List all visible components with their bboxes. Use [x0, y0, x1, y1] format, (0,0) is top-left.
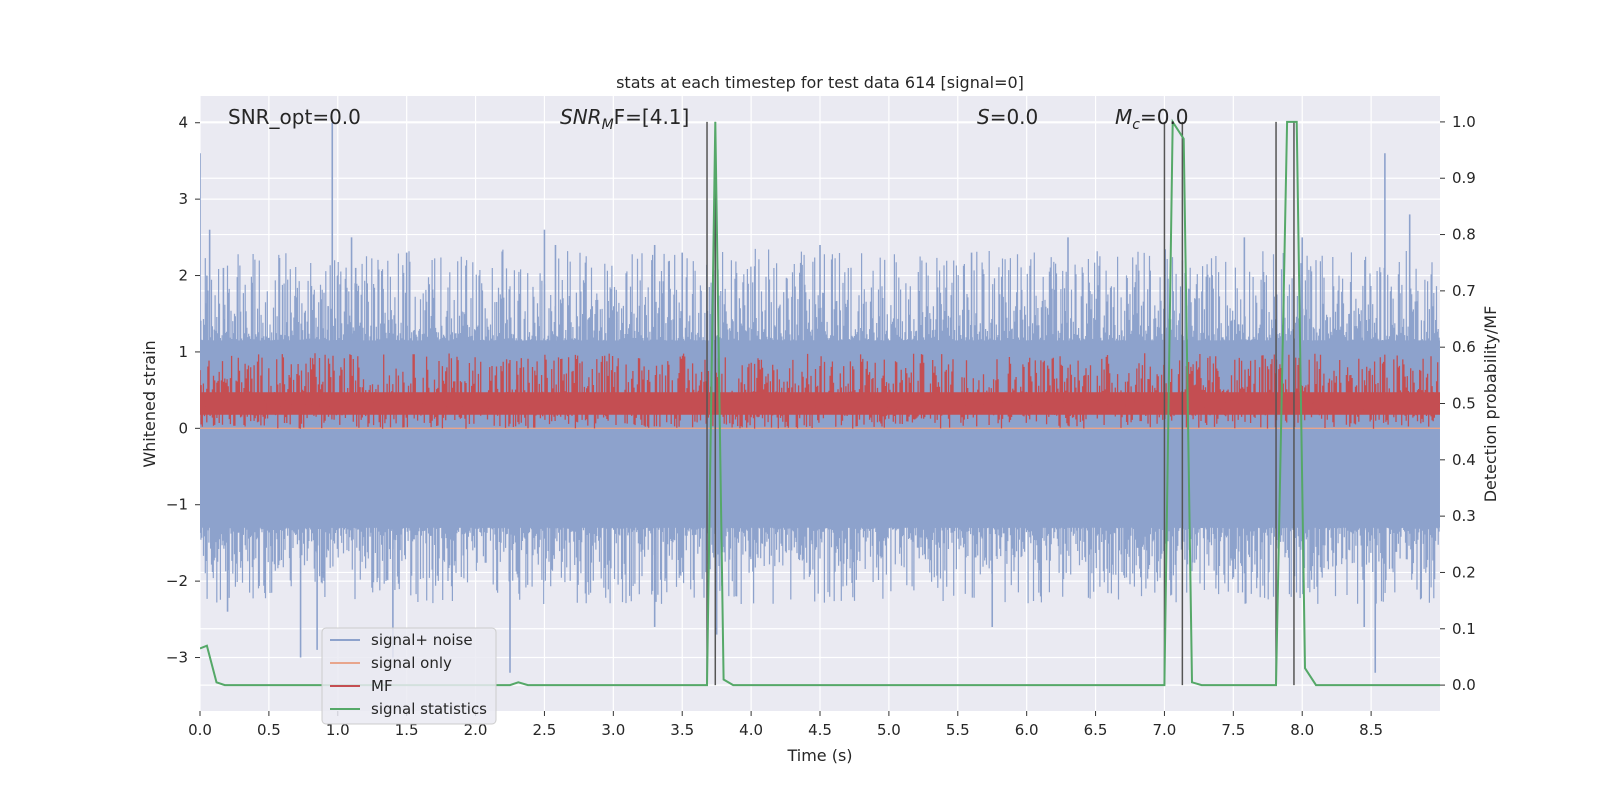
annotation-mc-rest: =0.0 [1140, 105, 1189, 129]
y-right-tick-label: 0.0 [1452, 676, 1476, 694]
y-left-tick-label: −3 [166, 649, 188, 667]
annotation-mc: Mc=0.0 [1115, 105, 1189, 133]
annotation-s: S=0.0 [977, 105, 1038, 129]
y-left-tick-label: 1 [178, 343, 188, 361]
legend-label-mf: MF [371, 677, 393, 695]
x-tick-label: 6.5 [1084, 721, 1108, 739]
y-right-tick-label: 0.5 [1452, 395, 1476, 413]
y-right-tick-label: 0.1 [1452, 620, 1476, 638]
y-right-tick-label: 0.7 [1452, 282, 1476, 300]
x-tick-label: 7.0 [1153, 721, 1177, 739]
y-left-tick-label: −2 [166, 572, 188, 590]
annotation-s-var: S [977, 105, 990, 129]
y-axis-right-label: Detection probability/MF [1481, 306, 1500, 503]
x-tick-label: 5.5 [946, 721, 970, 739]
y-right-tick-label: 0.2 [1452, 563, 1476, 581]
x-tick-label: 4.0 [739, 721, 763, 739]
y-left-tick-label: 2 [178, 267, 188, 285]
series-layer [200, 118, 1440, 687]
y-right-tick-label: 1.0 [1452, 113, 1476, 131]
x-axis-label: Time (s) [786, 746, 852, 765]
legend: signal+ noise signal only MF signal stat… [321, 627, 497, 725]
annotation-snr-mf-rest: F=[4.1] [614, 105, 690, 129]
x-tick-label: 1.5 [395, 721, 419, 739]
annotation-snr-opt: SNR_opt=0.0 [228, 105, 361, 129]
annotation-snr-mf: SNRMF=[4.1] [560, 105, 689, 133]
annotation-snr-mf-sub: M [602, 117, 614, 133]
x-tick-label: 6.0 [1015, 721, 1039, 739]
y-axis-right: 0.0 0.1 0.2 0.3 0.4 0.5 0.6 0.7 0.8 0.9 1.0 [1440, 113, 1476, 694]
y-right-tick-label: 0.9 [1452, 169, 1476, 187]
x-tick-label: 7.5 [1221, 721, 1245, 739]
annotation-snr-mf-main: SNR [560, 105, 602, 129]
x-tick-label: 0.0 [188, 721, 212, 739]
y-left-tick-label: −1 [166, 496, 188, 514]
x-tick-label: 3.0 [601, 721, 625, 739]
legend-label-signal-noise: signal+ noise [371, 631, 473, 649]
x-tick-label: 3.5 [670, 721, 694, 739]
x-tick-label: 2.0 [464, 721, 488, 739]
y-left-tick-label: 4 [178, 114, 188, 132]
y-right-tick-label: 0.8 [1452, 226, 1476, 244]
legend-box [321, 627, 497, 725]
y-right-tick-label: 0.3 [1452, 507, 1476, 525]
annotation-s-rest: =0.0 [990, 105, 1039, 129]
legend-label-signal-only: signal only [371, 654, 452, 672]
y-axis-left-label: Whitened strain [140, 340, 159, 467]
y-axis-left: −3 −2 −1 0 1 2 3 4 [166, 114, 200, 667]
x-tick-label: 8.0 [1290, 721, 1314, 739]
y-right-tick-label: 0.4 [1452, 451, 1476, 469]
x-axis: 0.0 0.5 1.0 1.5 2.0 2.5 3.0 3.5 4.0 4.5 5.0 5.5 6.0 6… [188, 711, 1383, 739]
x-tick-label: 2.5 [533, 721, 557, 739]
x-tick-label: 8.5 [1359, 721, 1383, 739]
legend-label-signal-statistics: signal statistics [371, 700, 487, 718]
x-tick-label: 4.5 [808, 721, 832, 739]
annotation-mc-var: M [1115, 105, 1132, 129]
y-left-tick-label: 0 [178, 419, 188, 437]
x-tick-label: 1.0 [326, 721, 350, 739]
y-right-tick-label: 0.6 [1452, 338, 1476, 356]
x-tick-label: 0.5 [257, 721, 281, 739]
annotation-mc-sub: c [1132, 117, 1140, 133]
y-left-tick-label: 3 [178, 190, 188, 208]
x-tick-label: 5.0 [877, 721, 901, 739]
chart-title: stats at each timestep for test data 614… [616, 73, 1024, 92]
